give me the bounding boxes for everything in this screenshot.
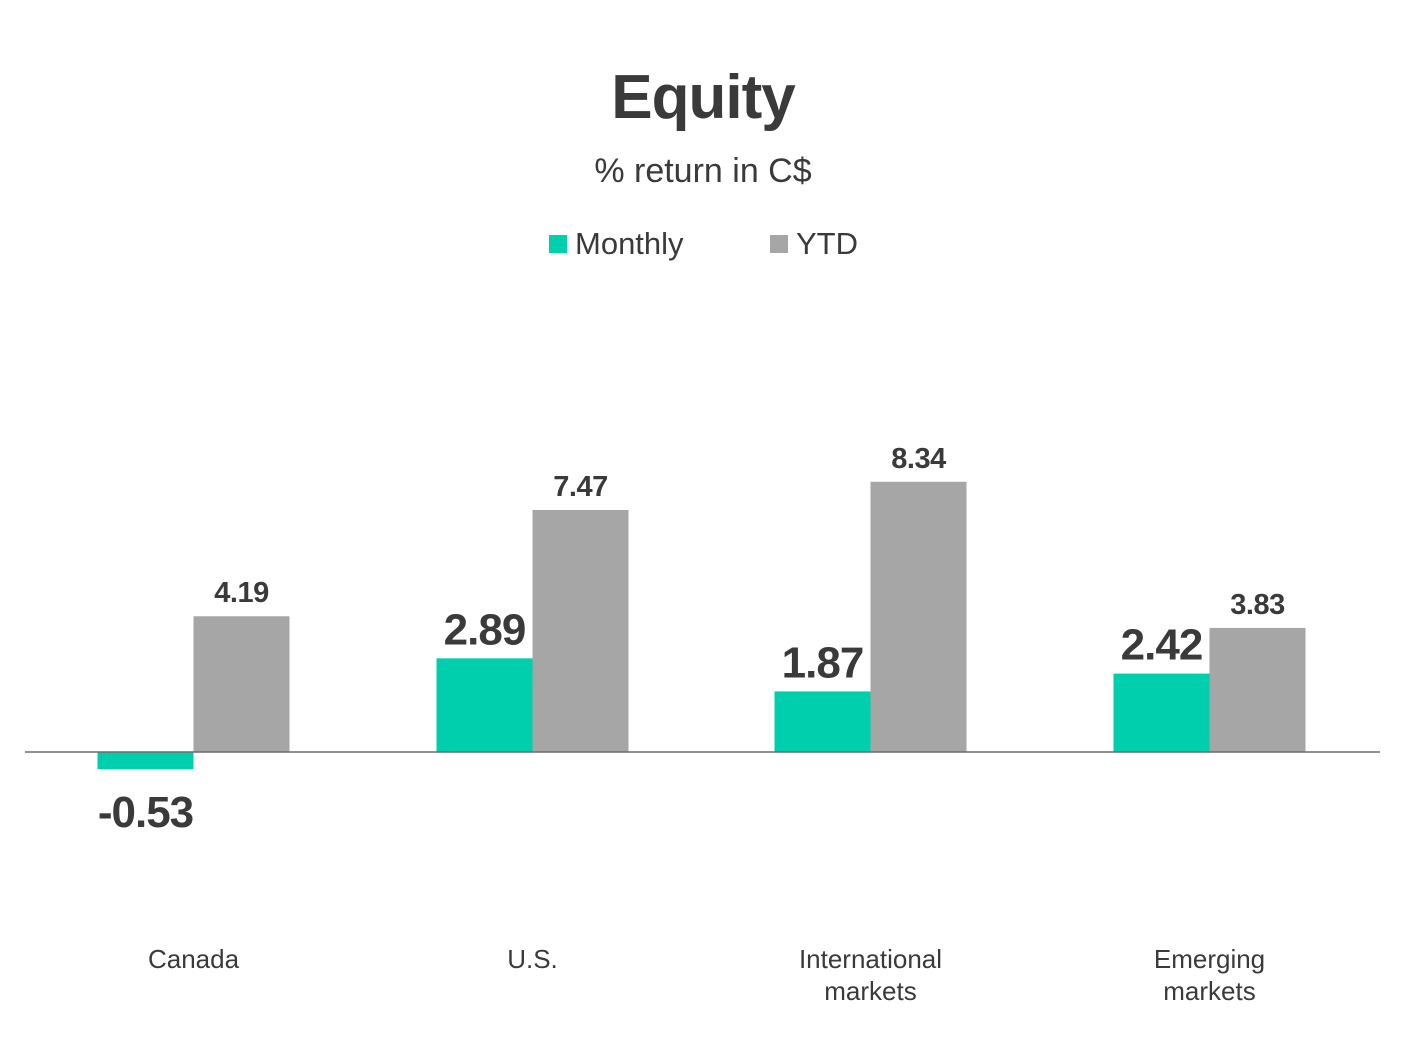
- legend-label-ytd: YTD: [796, 226, 858, 261]
- legend-label-monthly: Monthly: [575, 226, 684, 261]
- data-label-monthly-international-markets: 1.87: [782, 638, 864, 687]
- legend-swatch-monthly: [549, 235, 567, 253]
- legend-item-ytd: YTD: [770, 224, 858, 264]
- bar-monthly-canada: [97, 752, 194, 770]
- data-label-ytd-emerging-markets: 3.83: [1230, 589, 1285, 621]
- data-label-ytd-canada: 4.19: [214, 577, 269, 609]
- data-label-monthly-emerging-markets: 2.42: [1121, 621, 1203, 670]
- bar-ytd-canada: [193, 616, 290, 752]
- chart-title: Equity: [611, 63, 795, 132]
- bar-ytd-emerging-markets: [1209, 627, 1306, 752]
- category-label-u-s: U.S.: [507, 944, 558, 974]
- legend: Monthly YTD: [0, 224, 1406, 264]
- category-label-emerging-markets: Emerging markets: [1154, 944, 1265, 1006]
- legend-swatch-ytd: [770, 235, 788, 253]
- data-label-ytd-international-markets: 8.34: [891, 443, 946, 475]
- legend-item-monthly: Monthly: [549, 224, 684, 264]
- category-label-canada: Canada: [148, 944, 240, 974]
- bar-monthly-international-markets: [774, 691, 871, 752]
- bar-ytd-u-s: [532, 509, 629, 752]
- bar-ytd-international-markets: [870, 481, 967, 752]
- data-label-ytd-u-s: 7.47: [553, 471, 607, 503]
- data-label-monthly-u-s: 2.89: [444, 605, 526, 654]
- bar-monthly-emerging-markets: [1113, 673, 1210, 752]
- bar-monthly-u-s: [436, 658, 533, 752]
- data-label-monthly-canada: -0.53: [98, 788, 193, 837]
- chart-subtitle: % return in C$: [594, 152, 812, 190]
- category-label-international-markets: International markets: [799, 944, 942, 1006]
